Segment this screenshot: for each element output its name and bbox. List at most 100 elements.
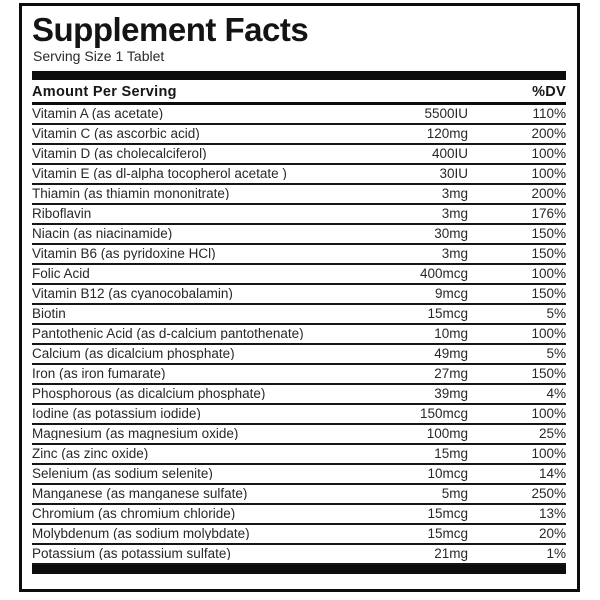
nutrient-amount: 21mg (434, 545, 468, 561)
facts-table-rows: Vitamin A (as acetate) 5500IU 110% Vitamin … (32, 105, 566, 565)
nutrient-amount: 400IU (431, 145, 468, 161)
nutrient-name: Vitamin B6 (as pyridoxine HCl) (32, 246, 216, 261)
nutrient-row: Biotin 15mcg 5% (32, 305, 566, 325)
nutrient-amount: 15mcg (427, 525, 468, 541)
nutrient-name: Phosphorous (as dicalcium phosphate) (32, 386, 266, 401)
nutrient-row: Manganese (as manganese sulfate) 5mg 250% (32, 485, 566, 505)
nutrient-dv: 200% (531, 185, 566, 201)
nutrient-name: Niacin (as niacinamide) (32, 226, 173, 241)
nutrient-amount: 150mcg (419, 405, 468, 421)
nutrient-row: Zinc (as zinc oxide) 15mg 100% (32, 445, 566, 465)
nutrient-name: Pantothenic Acid (as d-calcium pantothen… (32, 326, 304, 341)
nutrient-amount: 9mcg (434, 285, 468, 301)
supplement-facts-panel: Supplement Facts Serving Size 1 Tablet A… (19, 3, 580, 592)
nutrient-amount: 15mcg (427, 305, 468, 321)
nutrient-name: Potassium (as potassium sulfate) (32, 546, 231, 561)
nutrient-dv: 150% (531, 225, 566, 241)
nutrient-dv: 176% (531, 205, 566, 221)
nutrient-dv: 150% (531, 365, 566, 381)
nutrient-row: Iron (as iron fumarate) 27mg 150% (32, 365, 566, 385)
nutrient-amount: 30IU (439, 165, 468, 181)
nutrient-dv: 100% (531, 405, 566, 421)
nutrient-amount: 3mg (441, 205, 468, 221)
nutrient-row: Thiamin (as thiamin mononitrate) 3mg 200% (32, 185, 566, 205)
nutrient-name: Thiamin (as thiamin mononitrate) (32, 186, 230, 201)
nutrient-row: Molybdenum (as sodium molybdate) 15mcg 20% (32, 525, 566, 545)
nutrient-row: Iodine (as potassium iodide) 150mcg 100% (32, 405, 566, 425)
nutrient-name: Vitamin D (as cholecalciferol) (32, 146, 207, 161)
nutrient-name: Zinc (as zinc oxide) (32, 446, 149, 461)
separator-bar-bottom (32, 564, 566, 574)
nutrient-name: Vitamin C (as ascorbic acid) (32, 126, 200, 141)
nutrient-amount: 15mcg (427, 505, 468, 521)
nutrient-amount: 100mg (426, 425, 468, 441)
nutrient-name: Iodine (as potassium iodide) (32, 406, 201, 421)
nutrient-amount: 120mg (426, 125, 468, 141)
nutrient-dv: 100% (531, 265, 566, 281)
nutrient-dv: 14% (538, 465, 566, 481)
nutrient-amount: 39mg (434, 385, 468, 401)
nutrient-dv: 25% (538, 425, 566, 441)
panel-title: Supplement Facts (32, 11, 309, 48)
nutrient-amount: 5500IU (424, 105, 468, 121)
nutrient-amount: 3mg (441, 185, 468, 201)
nutrient-row: Vitamin E (as dl-alpha tocopherol acetat… (32, 165, 566, 185)
nutrient-dv: 200% (531, 125, 566, 141)
nutrient-dv: 100% (531, 165, 566, 181)
nutrient-row: Vitamin C (as ascorbic acid) 120mg 200% (32, 125, 566, 145)
nutrient-row: Potassium (as potassium sulfate) 21mg 1% (32, 545, 566, 565)
nutrient-dv: 20% (538, 525, 566, 541)
nutrient-name: Magnesium (as magnesium oxide) (32, 426, 239, 441)
nutrient-name: Manganese (as manganese sulfate) (32, 486, 248, 501)
nutrient-row: Magnesium (as magnesium oxide) 100mg 25% (32, 425, 566, 445)
nutrient-row: Selenium (as sodium selenite) 10mcg 14% (32, 465, 566, 485)
nutrient-amount: 10mcg (427, 465, 468, 481)
nutrient-dv: 1% (546, 545, 566, 561)
nutrient-dv: 13% (538, 505, 566, 521)
nutrient-name: Molybdenum (as sodium molybdate) (32, 526, 250, 541)
nutrient-name: Iron (as iron fumarate) (32, 366, 166, 381)
nutrient-name: Vitamin B12 (as cyanocobalamin) (32, 286, 233, 301)
nutrient-row: Calcium (as dicalcium phosphate) 49mg 5% (32, 345, 566, 365)
nutrient-dv: 250% (531, 485, 566, 501)
nutrient-row: Vitamin A (as acetate) 5500IU 110% (32, 105, 566, 125)
nutrient-dv: 4% (546, 385, 566, 401)
nutrient-dv: 150% (531, 285, 566, 301)
nutrient-row: Chromium (as chromium chloride) 15mcg 13% (32, 505, 566, 525)
nutrient-dv: 100% (531, 445, 566, 461)
nutrient-dv: 110% (532, 105, 566, 121)
nutrient-dv: 5% (546, 345, 566, 361)
nutrient-name: Biotin (32, 306, 66, 321)
nutrient-row: Vitamin B12 (as cyanocobalamin) 9mcg 150% (32, 285, 566, 305)
nutrient-amount: 49mg (434, 345, 468, 361)
nutrient-dv: 150% (531, 245, 566, 261)
table-header-row: Amount Per Serving %DV (32, 83, 566, 105)
nutrient-amount: 400mcg (419, 265, 468, 281)
nutrient-row: Vitamin B6 (as pyridoxine HCl) 3mg 150% (32, 245, 566, 265)
nutrient-name: Riboflavin (32, 206, 92, 221)
nutrient-row: Riboflavin 3mg 176% (32, 205, 566, 225)
nutrient-row: Niacin (as niacinamide) 30mg 150% (32, 225, 566, 245)
nutrient-amount: 27mg (434, 365, 468, 381)
nutrient-name: Vitamin E (as dl-alpha tocopherol acetat… (32, 166, 287, 181)
nutrient-name: Chromium (as chromium chloride) (32, 506, 236, 521)
nutrient-amount: 5mg (441, 485, 468, 501)
nutrient-row: Pantothenic Acid (as d-calcium pantothen… (32, 325, 566, 345)
nutrient-amount: 15mg (434, 445, 468, 461)
nutrient-dv: 100% (531, 145, 566, 161)
serving-size-text: Serving Size 1 Tablet (33, 48, 165, 65)
nutrient-dv: 5% (546, 305, 566, 321)
nutrient-name: Vitamin A (as acetate) (32, 106, 164, 121)
nutrient-amount: 30mg (434, 225, 468, 241)
nutrient-row: Phosphorous (as dicalcium phosphate) 39mg… (32, 385, 566, 405)
nutrient-name: Folic Acid (32, 266, 90, 281)
percent-dv-header: %DV (532, 83, 566, 100)
nutrient-name: Selenium (as sodium selenite) (32, 466, 213, 481)
nutrient-amount: 3mg (441, 245, 468, 261)
nutrient-row: Vitamin D (as cholecalciferol) 400IU 100% (32, 145, 566, 165)
nutrient-row: Folic Acid 400mcg 100% (32, 265, 566, 285)
nutrient-dv: 100% (531, 325, 566, 341)
nutrient-amount: 10mg (434, 325, 468, 341)
separator-bar-top (32, 70, 566, 80)
